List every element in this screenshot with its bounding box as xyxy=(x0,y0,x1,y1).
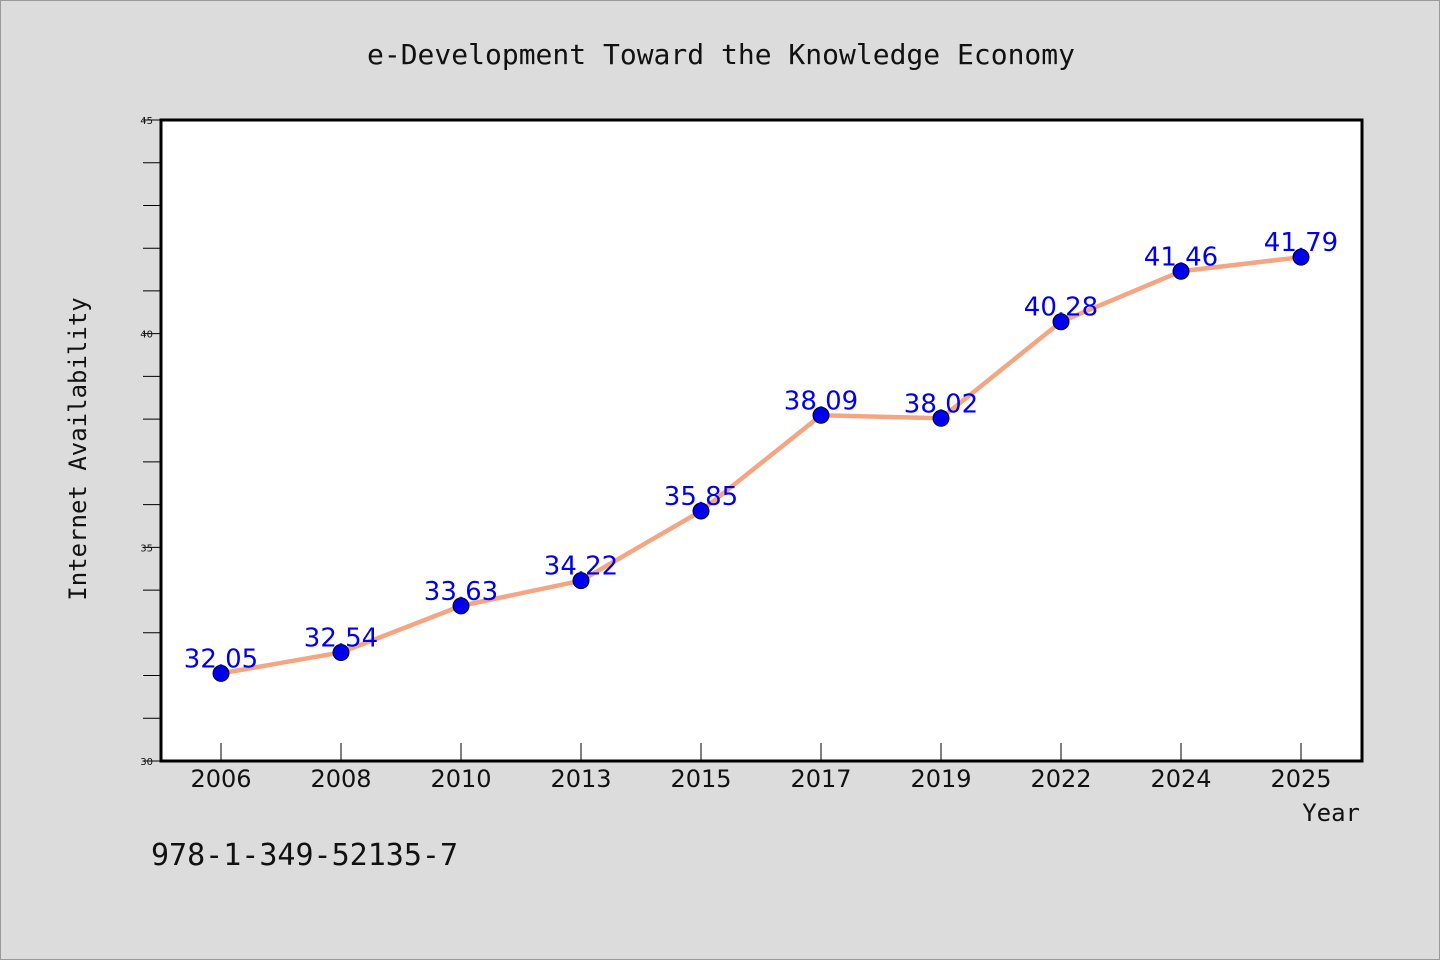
data-label: 38.02 xyxy=(904,389,978,419)
data-label: 32.05 xyxy=(184,644,258,674)
x-axis: 2006 2008 2010 2013 2015 2017 2019 2022 2024 2025 xyxy=(190,743,1332,793)
series-line xyxy=(218,254,1304,676)
data-label: 41.46 xyxy=(1144,242,1218,272)
x-axis-label: Year xyxy=(1302,799,1360,827)
y-tick-label: 45 xyxy=(140,116,153,127)
data-point xyxy=(212,664,230,682)
data-label: 35.85 xyxy=(664,482,738,512)
x-tick-label: 2013 xyxy=(550,765,611,793)
x-tick-label: 2017 xyxy=(790,765,851,793)
data-label: 33.63 xyxy=(424,577,498,607)
y-tick-label: 30 xyxy=(140,757,153,768)
data-point xyxy=(1052,313,1070,331)
series-layer: 32.05 32.54 33.63 34.22 35.85 38.09 38.02 40.28… xyxy=(184,228,1338,682)
y-tick-label: 40 xyxy=(140,330,153,341)
data-label: 38.09 xyxy=(784,386,858,416)
x-tick-label: 2019 xyxy=(910,765,971,793)
data-point xyxy=(452,597,470,615)
x-tick-label: 2025 xyxy=(1270,765,1331,793)
data-point xyxy=(572,572,590,590)
data-point xyxy=(1292,248,1310,266)
data-point xyxy=(812,406,830,424)
y-tick-label: 35 xyxy=(140,543,153,554)
data-point xyxy=(1172,262,1190,280)
x-tick-label: 2006 xyxy=(190,765,251,793)
data-point xyxy=(932,409,950,427)
data-label: 32.54 xyxy=(304,623,378,653)
data-label: 40.28 xyxy=(1024,293,1098,323)
data-label: 41.79 xyxy=(1264,228,1338,258)
data-label: 34.22 xyxy=(544,552,618,582)
plot-frame xyxy=(159,118,1364,763)
x-tick-label: 2024 xyxy=(1150,765,1211,793)
y-axis: 30 35 40 45 xyxy=(140,116,161,768)
chart-title: e-Development Toward the Knowledge Econo… xyxy=(367,38,1075,71)
x-tick-label: 2010 xyxy=(430,765,491,793)
isbn-annotation: 978-1-349-52135-7 xyxy=(151,838,458,873)
data-point xyxy=(332,643,350,661)
data-point xyxy=(692,502,710,520)
x-tick-label: 2015 xyxy=(670,765,731,793)
x-tick-label: 2022 xyxy=(1030,765,1091,793)
x-tick-label: 2008 xyxy=(310,765,371,793)
plot-area xyxy=(161,120,1362,761)
y-axis-label: Internet Availability xyxy=(64,297,92,600)
